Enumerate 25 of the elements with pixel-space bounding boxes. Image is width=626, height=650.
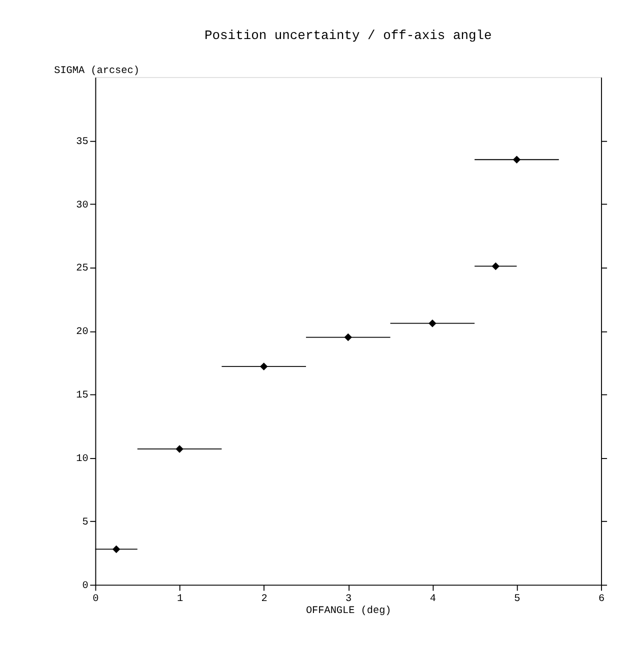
x-axis-title: OFFANGLE (deg) bbox=[306, 604, 392, 617]
point bbox=[492, 262, 500, 270]
point bbox=[176, 445, 184, 453]
y-tick-label: 35 bbox=[76, 136, 88, 148]
y-tick-label: 10 bbox=[76, 454, 88, 466]
y-tick-label: 20 bbox=[76, 327, 88, 338]
x-tick-label: 4 bbox=[430, 594, 436, 605]
x-tick-label: 0 bbox=[92, 594, 99, 605]
x-tick-label: 6 bbox=[598, 594, 605, 605]
point bbox=[512, 156, 521, 164]
x-tick-label: 3 bbox=[346, 594, 352, 605]
y-tick-label: 5 bbox=[82, 518, 88, 529]
y-axis-title: SIGMA (arcsec) bbox=[54, 64, 140, 77]
y-tick-label: 30 bbox=[76, 200, 88, 212]
chart-title: Position uncertainty / off-axis angle bbox=[204, 28, 492, 44]
point bbox=[428, 319, 436, 328]
y-tick-label: 25 bbox=[76, 264, 88, 275]
y-tick-label: 0 bbox=[82, 580, 88, 592]
x-tick-label: 1 bbox=[176, 594, 184, 605]
x-tick-label: 2 bbox=[261, 594, 268, 605]
y-tick-label: 15 bbox=[76, 390, 88, 402]
point bbox=[260, 362, 268, 370]
point bbox=[112, 545, 120, 554]
x-tick-label: 5 bbox=[514, 594, 520, 605]
point bbox=[344, 333, 352, 342]
